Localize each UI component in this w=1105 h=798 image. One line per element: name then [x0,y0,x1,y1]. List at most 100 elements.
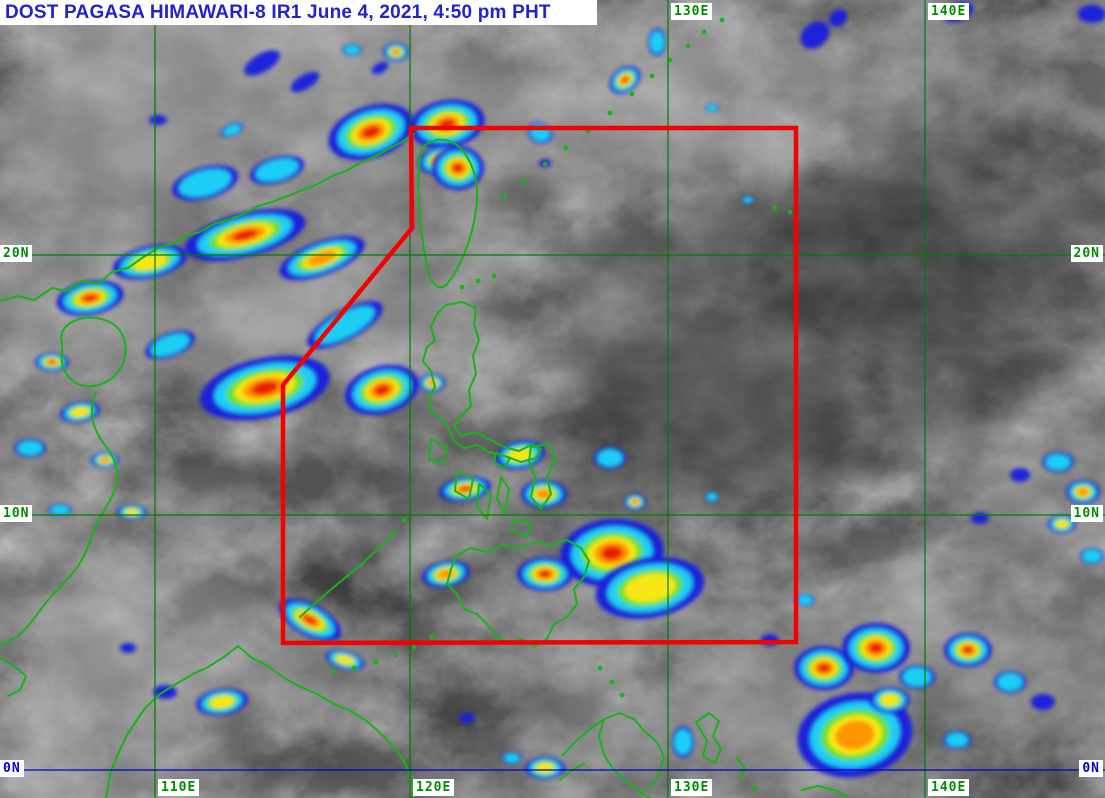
convective-cell [307,301,383,349]
convective-cell [971,512,989,524]
island-dot [351,665,357,671]
convective-cell [184,208,306,262]
coastline-gulf-coast-fragment [0,657,27,697]
convective-cell [1078,5,1105,23]
coastline-bohol [510,518,532,538]
convective-cell [842,623,910,673]
grid-label-140E: 140E [928,3,970,20]
island-dot [411,644,417,650]
convective-cell [1080,548,1104,564]
convective-cell [279,235,365,281]
convective-cell [525,757,565,779]
island-dot [752,785,758,791]
grid-label-130E: 130E [671,3,713,20]
convective-cell [60,401,100,423]
grid-label-10N: 10N [0,505,33,522]
island-dot [701,29,707,35]
map-title: DOST PAGASA HIMAWARI-8 IR1 June 4, 2021,… [0,0,597,25]
island-dot [459,284,465,290]
coastline-panay [454,470,474,500]
coastline-taiwan [417,138,479,289]
island-dot [393,652,399,658]
convective-cell [1010,468,1030,482]
convective-cell [944,633,992,667]
island-dot [401,517,407,523]
island-dot [521,178,527,184]
grid-label-0N: 0N [1079,760,1103,777]
convective-cell [742,196,754,204]
convective-cell [797,692,913,778]
coastline-negros [476,483,492,520]
convective-cell [1042,452,1074,472]
coastline-cebu [496,476,510,515]
island-dot [619,692,625,698]
coastline-mindoro [428,438,448,465]
island-dot [787,209,793,215]
convective-cell [117,505,147,519]
convective-cell [648,28,666,56]
convective-cell [279,598,341,642]
coastline-china-coast [0,133,415,302]
convective-cell [705,104,719,112]
convective-cell [290,71,320,93]
convective-cell [342,44,362,56]
island-dot [685,43,691,49]
island-dot [563,145,569,151]
grid-label-140E: 140E [928,779,970,796]
convective-cell [994,671,1026,693]
par-boundary [280,125,799,646]
coastline-vietnam-coast [0,391,119,647]
island-dot [331,669,337,675]
philippine-area-of-responsibility [280,125,799,646]
convective-cell [328,103,414,161]
convective-cell [1048,515,1076,533]
island-dot [609,679,615,685]
coastlines [0,17,849,798]
island-dot [429,634,435,640]
coastline-sulawesi-north [561,712,665,789]
island-dot [597,665,603,671]
coastline-halmahera [695,712,722,764]
convective-cell [371,61,389,75]
convective-cell [171,165,239,201]
convective-cell [672,726,694,758]
convective-cell [325,649,365,671]
convective-cell [419,374,445,392]
convective-cell [595,556,705,620]
coastline-borneo-west-coast [105,645,239,798]
coastline-luzon [422,301,542,463]
convective-cell [35,353,69,371]
convective-cell [249,155,305,185]
grid-label-20N: 20N [1070,245,1103,262]
convective-cell [200,355,330,421]
convective-cell [383,43,409,61]
island-dot [491,273,497,279]
convective-cell [594,447,626,469]
convective-cell [899,665,935,689]
coastline-new-guinea-fragment [801,785,849,797]
convective-cell [1066,480,1100,504]
convective-cell [502,752,522,764]
convective-cell [609,66,641,94]
convective-cell [220,123,244,137]
convective-cell [943,731,971,749]
convective-cell [624,494,646,510]
island-dot [667,57,673,63]
convective-cell [149,115,167,125]
island-dot [649,73,655,79]
convective-cell [828,9,848,27]
convective-cell [56,280,124,316]
convective-cell [48,504,72,516]
convective-cell [145,330,195,360]
grid-label-110E: 110E [158,779,200,796]
convective-cell [517,557,573,591]
island-dot [607,110,613,116]
convective-cell [705,492,719,502]
convective-cell [14,439,46,457]
grid-label-120E: 120E [413,779,455,796]
convective-cell [794,646,854,690]
convective-cell [459,713,475,723]
